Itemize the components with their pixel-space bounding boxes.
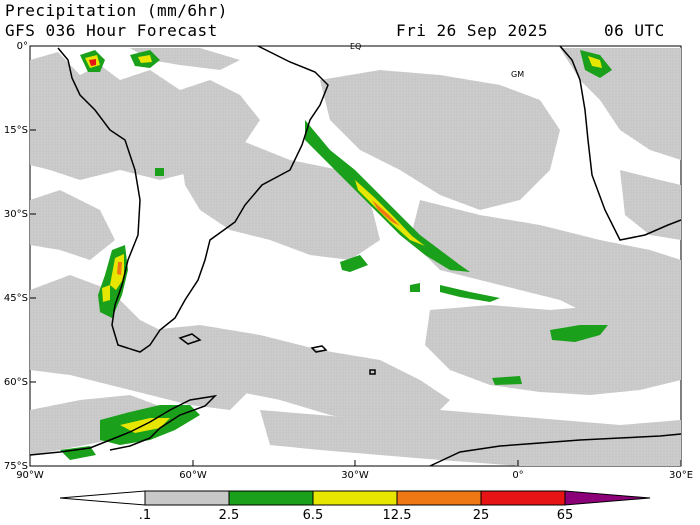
island-south-sandwich <box>369 369 376 375</box>
forecast-date: Fri 26 Sep 2025 <box>396 21 548 40</box>
colorbar-arrow-high <box>564 490 651 506</box>
greenwich-meridian-label: GM <box>511 70 524 79</box>
colorbar-arrow-low <box>59 490 146 506</box>
lat-label-30s: 30°S <box>4 209 28 220</box>
colorbar-label-2.5: 2.5 <box>218 508 240 523</box>
colorbar-segment-5 <box>480 490 566 506</box>
lat-label-75s: 75°S <box>4 461 28 472</box>
colorbar-label-65: 65 <box>556 508 574 523</box>
south-america-coast <box>57 45 329 353</box>
map-title: Precipitation (mm/6hr) <box>5 1 228 20</box>
lon-label-30e: 30°E <box>669 470 693 481</box>
antarctica-coast <box>429 433 682 467</box>
forecast-subtitle: GFS 036 Hour Forecast <box>5 21 218 40</box>
lon-label-0: 0° <box>512 470 523 481</box>
lat-label-0: 0° <box>17 41 28 52</box>
colorbar-segment-2 <box>228 490 314 506</box>
lat-label-45s: 45°S <box>4 293 28 304</box>
africa-coast <box>559 45 682 241</box>
antarctic-peninsula-coast <box>29 394 218 456</box>
falklands <box>178 333 202 345</box>
equator-label: EQ <box>350 42 361 51</box>
island-south-georgia <box>310 345 328 353</box>
lon-label-90w: 90°W <box>16 470 44 481</box>
precip-light-areas <box>30 48 681 466</box>
colorbar-label-6.5: 6.5 <box>302 508 324 523</box>
coastlines <box>29 45 682 467</box>
colorbar-label-12.5: 12.5 <box>382 508 412 523</box>
colorbar-segment-3 <box>312 490 398 506</box>
colorbar-segment-4 <box>396 490 482 506</box>
lat-label-60s: 60°S <box>4 377 28 388</box>
colorbar-label-25: 25 <box>472 508 490 523</box>
forecast-time: 06 UTC <box>604 21 665 40</box>
colorbar-segment-1 <box>144 490 230 506</box>
axis-ticks <box>29 45 682 467</box>
colorbar-label-0.1: .1 <box>138 508 152 523</box>
colorbar <box>59 490 651 506</box>
lon-label-30w: 30°W <box>341 470 369 481</box>
lon-label-60w: 60°W <box>179 470 207 481</box>
lat-label-15s: 15°S <box>4 125 28 136</box>
precip-moderate-areas <box>60 50 612 460</box>
